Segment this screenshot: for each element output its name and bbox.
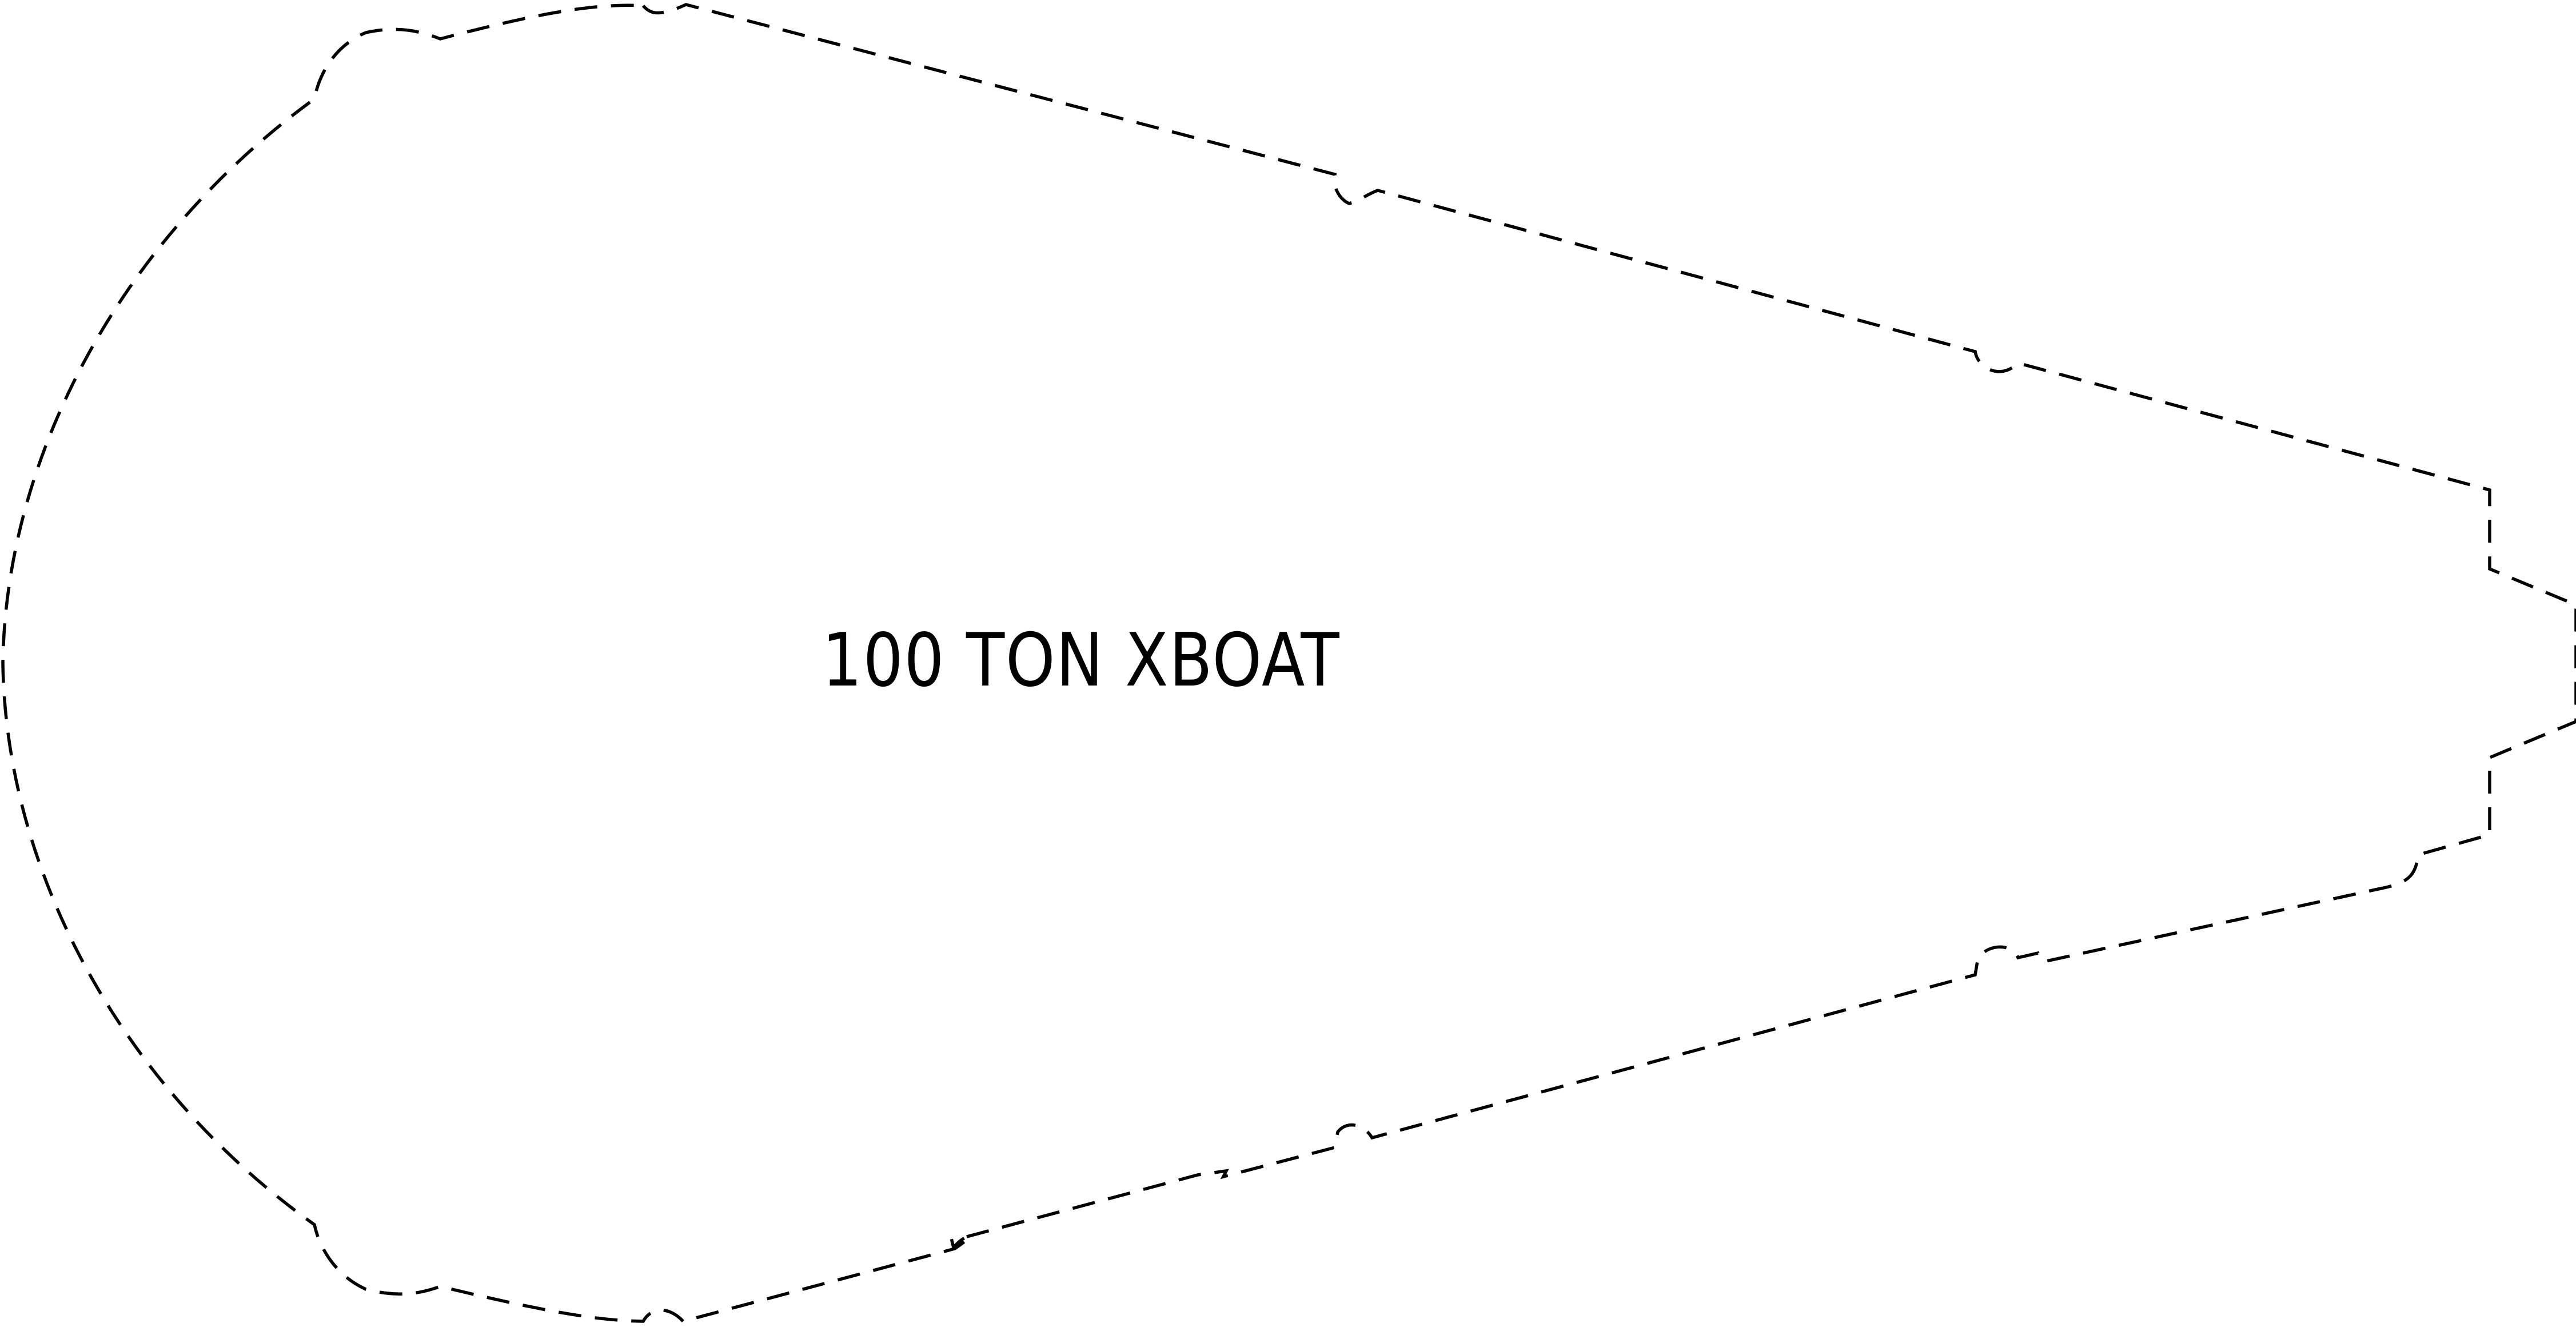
ship-label: 100 TON XBOAT <box>822 618 1341 703</box>
